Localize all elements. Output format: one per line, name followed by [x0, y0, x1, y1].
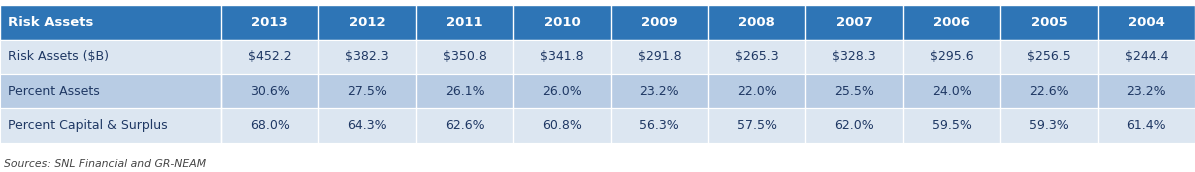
Text: $291.8: $291.8	[637, 50, 681, 63]
Text: 27.5%: 27.5%	[348, 85, 387, 98]
Text: Sources: SNL Financial and GR-NEAM: Sources: SNL Financial and GR-NEAM	[4, 159, 206, 169]
Text: 61.4%: 61.4%	[1127, 119, 1166, 132]
Text: $452.2: $452.2	[247, 50, 292, 63]
Text: 2008: 2008	[739, 16, 776, 29]
Text: $382.3: $382.3	[345, 50, 390, 63]
Text: $295.6: $295.6	[930, 50, 974, 63]
Text: 23.2%: 23.2%	[1127, 85, 1166, 98]
Text: $244.4: $244.4	[1124, 50, 1168, 63]
Bar	[0, 74, 1195, 108]
Text: $341.8: $341.8	[540, 50, 584, 63]
Text: 60.8%: 60.8%	[543, 119, 582, 132]
Text: 2005: 2005	[1030, 16, 1067, 29]
Text: 68.0%: 68.0%	[250, 119, 289, 132]
Text: 22.0%: 22.0%	[737, 85, 777, 98]
Text: $256.5: $256.5	[1027, 50, 1071, 63]
Text: 2006: 2006	[933, 16, 970, 29]
Text: 2009: 2009	[641, 16, 678, 29]
Text: 23.2%: 23.2%	[639, 85, 679, 98]
Text: 2004: 2004	[1128, 16, 1165, 29]
Text: 26.1%: 26.1%	[445, 85, 484, 98]
Text: 26.0%: 26.0%	[543, 85, 582, 98]
Bar	[0, 5, 1195, 40]
Text: 62.0%: 62.0%	[834, 119, 874, 132]
Text: $350.8: $350.8	[442, 50, 486, 63]
Text: Percent Capital & Surplus: Percent Capital & Surplus	[7, 119, 167, 132]
Bar	[0, 108, 1195, 143]
Text: 57.5%: 57.5%	[737, 119, 777, 132]
Text: $328.3: $328.3	[832, 50, 876, 63]
Text: 2010: 2010	[544, 16, 581, 29]
Text: 22.6%: 22.6%	[1029, 85, 1068, 98]
Text: 2013: 2013	[251, 16, 288, 29]
Text: 64.3%: 64.3%	[348, 119, 387, 132]
Text: 24.0%: 24.0%	[932, 85, 972, 98]
Text: Percent Assets: Percent Assets	[7, 85, 99, 98]
Text: Risk Assets ($B): Risk Assets ($B)	[7, 50, 109, 63]
Text: 56.3%: 56.3%	[639, 119, 679, 132]
Text: 30.6%: 30.6%	[250, 85, 289, 98]
Text: 2011: 2011	[446, 16, 483, 29]
Text: $265.3: $265.3	[735, 50, 779, 63]
Text: 59.5%: 59.5%	[932, 119, 972, 132]
Text: 59.3%: 59.3%	[1029, 119, 1068, 132]
Text: 2012: 2012	[349, 16, 386, 29]
Text: 25.5%: 25.5%	[834, 85, 874, 98]
Text: Risk Assets: Risk Assets	[7, 16, 93, 29]
Text: 62.6%: 62.6%	[445, 119, 484, 132]
Text: 2007: 2007	[835, 16, 872, 29]
Bar	[0, 40, 1195, 74]
